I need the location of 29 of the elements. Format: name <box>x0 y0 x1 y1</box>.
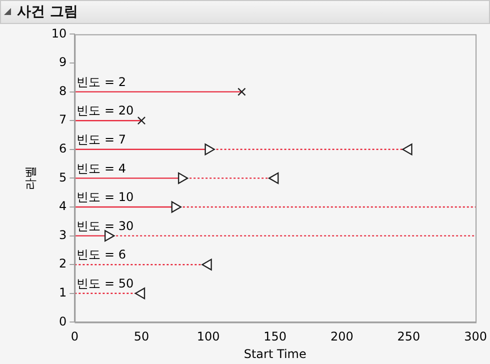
annotation: 빈도 = 10 <box>76 190 134 204</box>
x-tick-label: 100 <box>196 330 220 344</box>
y-tick-label: 10 <box>51 26 67 40</box>
x-tick-label: 0 <box>70 330 78 344</box>
y-tick-label: 5 <box>59 170 67 184</box>
annotation: 빈도 = 2 <box>76 74 126 89</box>
y-tick-label: 7 <box>59 112 67 127</box>
y-tick-label: 6 <box>59 142 67 156</box>
x-tick-label: 50 <box>134 330 150 344</box>
chart-title: 사건 그림 <box>17 3 78 21</box>
y-tick-label: 8 <box>59 84 67 98</box>
annotation: 빈도 = 4 <box>76 161 126 176</box>
y-tick-label: 4 <box>59 199 67 214</box>
y-tick-label: 0 <box>59 314 67 328</box>
x-tick-label: 250 <box>397 330 420 344</box>
x-tick-label: 200 <box>330 330 354 344</box>
y-tick-label: 1 <box>59 286 67 300</box>
x-tick-label: 150 <box>264 330 287 344</box>
annotation: 빈도 = 7 <box>76 132 126 147</box>
y-tick-label: 3 <box>59 228 67 242</box>
annotation: 빈도 = 6 <box>76 248 126 262</box>
annotation: 빈도 = 50 <box>76 276 134 291</box>
x-axis-title: Start Time <box>244 346 306 361</box>
x-tick-label: 300 <box>464 330 487 344</box>
y-axis-title: 라벨 <box>23 166 38 190</box>
y-tick-label: 9 <box>59 55 67 70</box>
annotation: 빈도 = 20 <box>76 104 134 118</box>
annotation: 빈도 = 30 <box>76 218 134 233</box>
y-tick-label: 2 <box>59 256 67 271</box>
